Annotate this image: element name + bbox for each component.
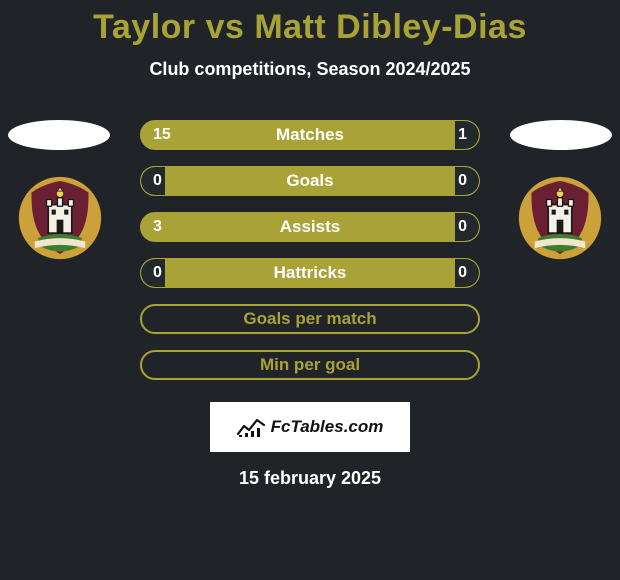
stat-label: Assists xyxy=(280,217,340,237)
stat-label: Goals xyxy=(286,171,333,191)
brand-text: FcTables.com xyxy=(271,417,384,437)
stat-label: Hattricks xyxy=(274,263,347,283)
stat-row-goals-per-match: Goals per match xyxy=(140,304,480,334)
stat-row-goals: 0 Goals 0 xyxy=(140,166,480,196)
crest-right-svg xyxy=(518,176,602,260)
brand-box: FcTables.com xyxy=(210,402,410,452)
stat-row-matches: 15 Matches 1 xyxy=(140,120,480,150)
stat-row-hattricks: 0 Hattricks 0 xyxy=(140,258,480,288)
stat-value-left: 15 xyxy=(153,126,171,144)
club-crest-right xyxy=(518,176,602,260)
stat-row-min-per-goal: Min per goal xyxy=(140,350,480,380)
stat-value-right: 0 xyxy=(458,218,467,236)
stat-value-left: 3 xyxy=(153,218,162,236)
club-crest-left xyxy=(18,176,102,260)
stat-value-right: 0 xyxy=(458,264,467,282)
page-title: Taylor vs Matt Dibley-Dias xyxy=(0,0,620,47)
stat-value-right: 0 xyxy=(458,172,467,190)
comparison-arena: 15 Matches 1 0 Goals 0 3 Assists 0 0 Hat… xyxy=(0,120,620,489)
subtitle: Club competitions, Season 2024/2025 xyxy=(0,59,620,80)
stat-bars: 15 Matches 1 0 Goals 0 3 Assists 0 0 Hat… xyxy=(140,120,480,380)
stat-label: Min per goal xyxy=(260,355,360,375)
country-flag-right xyxy=(510,120,612,150)
stat-label: Goals per match xyxy=(243,309,376,329)
stat-value-right: 1 xyxy=(458,126,467,144)
date-text: 15 february 2025 xyxy=(0,468,620,489)
country-flag-left xyxy=(8,120,110,150)
stat-value-left: 0 xyxy=(153,264,162,282)
stat-row-assists: 3 Assists 0 xyxy=(140,212,480,242)
crest-left-svg xyxy=(18,176,102,260)
stat-label: Matches xyxy=(276,125,344,145)
brand-logo-icon xyxy=(237,416,265,438)
stat-value-left: 0 xyxy=(153,172,162,190)
